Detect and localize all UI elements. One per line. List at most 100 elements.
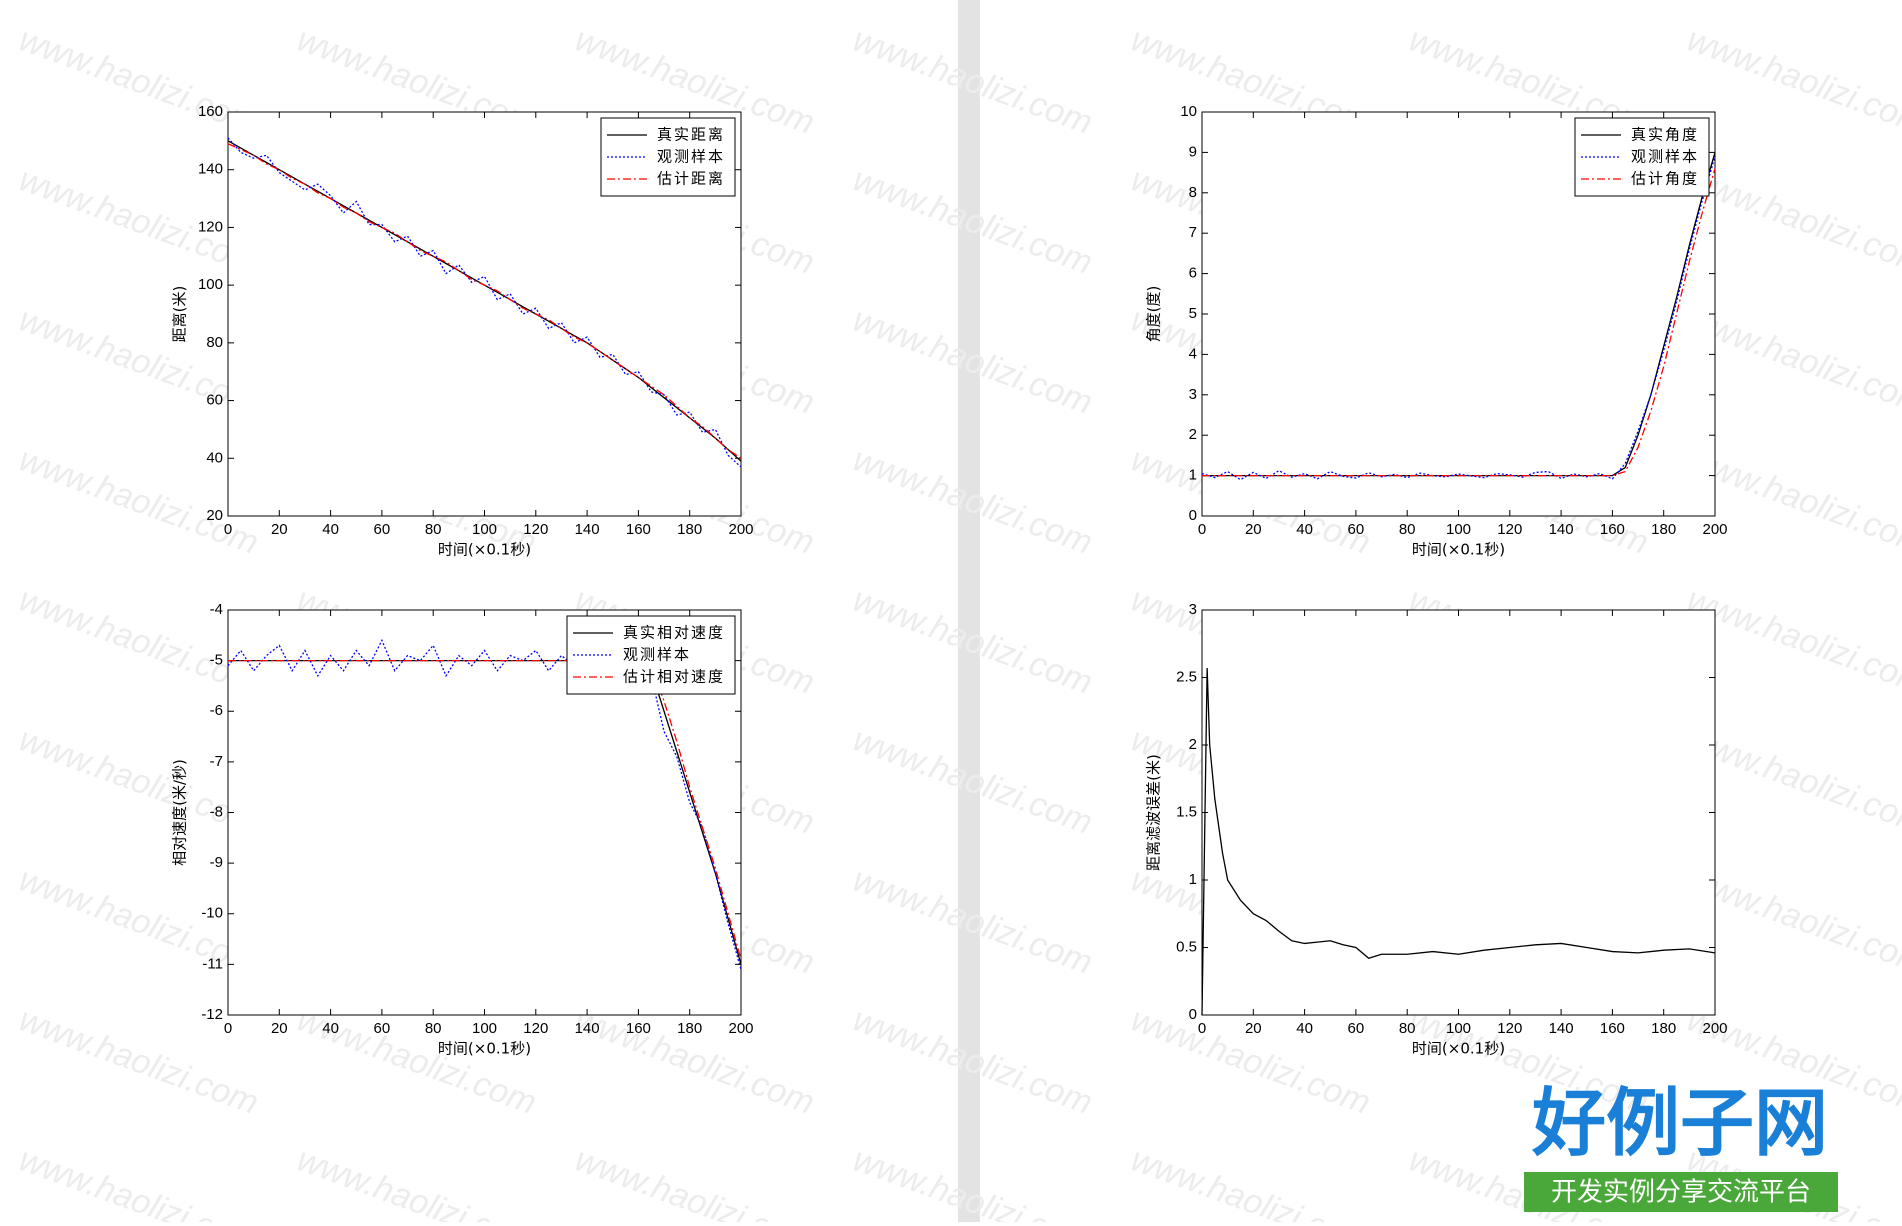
watermark: www.haolizi.com (292, 1140, 541, 1222)
x-tick-label: 120 (523, 521, 548, 538)
y-tick-label: 10 (1180, 103, 1197, 120)
logo: 好例子网 开发实例分享交流平台 (1524, 1081, 1838, 1212)
x-tick-label: 40 (322, 521, 339, 538)
x-tick-label: 60 (374, 1020, 391, 1037)
watermark: www.haolizi.com (14, 300, 263, 422)
legend-label: 观测样本 (1631, 148, 1699, 166)
y-tick-label: 1 (1189, 871, 1197, 888)
charts: 0 20 40 60 80 100 120 140 160 180 2002040608010012… (171, 103, 1728, 1058)
x-tick-label: 60 (1348, 521, 1365, 538)
y-tick-label: 80 (206, 334, 223, 351)
legend-label: 观测样本 (623, 646, 691, 664)
y-tick-label: 3 (1189, 601, 1197, 618)
y-tick-label: -12 (201, 1006, 223, 1023)
y-tick-label: -7 (210, 753, 223, 770)
watermark: www.haolizi.com (14, 860, 263, 982)
x-tick-label: 100 (1446, 521, 1471, 538)
x-tick-label: 200 (1702, 521, 1727, 538)
x-tick-label: 160 (626, 521, 651, 538)
watermark: www.haolizi.com (14, 1000, 263, 1122)
x-axis-label: 时间(×0.1秒) (438, 541, 531, 559)
page-divider (958, 0, 980, 1222)
y-tick-label: -6 (210, 702, 223, 719)
x-tick-label: 140 (575, 1020, 600, 1037)
y-tick-label: 6 (1189, 265, 1197, 282)
legend-label: 观测样本 (657, 148, 725, 166)
watermark: www.haolizi.com (14, 580, 263, 702)
series-line (1201, 668, 1716, 1016)
x-axis-label: 时间(×0.1秒) (1412, 1040, 1505, 1058)
x-axis-label: 时间(×0.1秒) (1412, 541, 1505, 559)
series-line (227, 143, 742, 459)
x-tick-label: 20 (271, 521, 288, 538)
y-tick-label: 100 (198, 276, 223, 293)
series-line (227, 137, 742, 468)
x-tick-label: 80 (425, 521, 442, 538)
y-tick-label: 4 (1189, 345, 1197, 362)
y-tick-label: 5 (1189, 305, 1197, 322)
y-tick-label: -11 (202, 955, 223, 972)
watermark: www.haolizi.com (570, 1000, 819, 1122)
watermark: www.haolizi.com (14, 160, 263, 282)
x-tick-label: 180 (677, 521, 702, 538)
x-tick-label: 40 (1296, 1020, 1313, 1037)
x-tick-label: 20 (271, 1020, 288, 1037)
x-tick-label: 0 (224, 1020, 232, 1037)
y-tick-label: 2.5 (1176, 668, 1197, 685)
x-tick-label: 140 (1549, 1020, 1574, 1037)
logo-title: 好例子网 (1531, 1081, 1828, 1167)
watermark: www.haolizi.com (1126, 1000, 1375, 1122)
y-tick-label: -8 (210, 803, 223, 820)
x-tick-label: 100 (472, 521, 497, 538)
y-tick-label: 160 (198, 103, 223, 120)
x-tick-label: 180 (677, 1020, 702, 1037)
x-tick-label: 200 (728, 1020, 753, 1037)
y-axis-label: 距离(米) (171, 286, 189, 343)
legend-label: 估计距离 (657, 170, 725, 188)
x-tick-label: 80 (1399, 1020, 1416, 1037)
y-tick-label: 0.5 (1176, 938, 1197, 955)
x-tick-label: 20 (1245, 521, 1262, 538)
plot-area (1201, 609, 1716, 1016)
y-axis-label: 距离滤波误差(米) (1145, 754, 1163, 871)
watermark: www.haolizi.com (292, 1000, 541, 1122)
x-tick-label: 0 (224, 521, 232, 538)
logo-subtitle: 开发实例分享交流平台 (1551, 1178, 1811, 1208)
y-tick-label: 0 (1189, 1006, 1197, 1023)
x-tick-label: 200 (728, 521, 753, 538)
x-tick-label: 180 (1651, 1020, 1676, 1037)
legend-label: 估计角度 (1631, 170, 1699, 188)
y-axis-label: 角度(度) (1145, 286, 1163, 343)
watermark: www.haolizi.com (570, 1140, 819, 1222)
y-tick-label: 1 (1189, 467, 1197, 484)
x-tick-label: 100 (472, 1020, 497, 1037)
x-axis-label: 时间(×0.1秒) (438, 1040, 531, 1058)
y-tick-label: -4 (210, 601, 223, 618)
x-tick-label: 60 (1348, 1020, 1365, 1037)
y-tick-label: -5 (210, 652, 223, 669)
y-tick-label: 120 (198, 218, 223, 235)
x-tick-label: 20 (1245, 1020, 1262, 1037)
watermark: www.haolizi.com (14, 720, 263, 842)
x-tick-label: 160 (1600, 1020, 1625, 1037)
watermark: www.haolizi.com (1126, 1140, 1375, 1222)
legend-label: 真实相对速度 (623, 624, 725, 642)
y-tick-label: 1.5 (1176, 803, 1197, 820)
legend-label: 估计相对速度 (623, 668, 725, 686)
legend-label: 真实角度 (1631, 126, 1699, 144)
x-tick-label: 120 (523, 1020, 548, 1037)
x-tick-label: 0 (1198, 521, 1206, 538)
logo-band (1524, 1172, 1838, 1212)
y-tick-label: 20 (206, 507, 223, 524)
y-tick-label: 9 (1189, 143, 1197, 160)
x-tick-label: 140 (1549, 521, 1574, 538)
x-tick-label: 180 (1651, 521, 1676, 538)
x-tick-label: 160 (626, 1020, 651, 1037)
y-tick-label: 8 (1189, 184, 1197, 201)
x-tick-label: 80 (425, 1020, 442, 1037)
x-tick-label: 160 (1600, 521, 1625, 538)
y-tick-label: -9 (210, 854, 223, 871)
x-tick-label: 40 (322, 1020, 339, 1037)
